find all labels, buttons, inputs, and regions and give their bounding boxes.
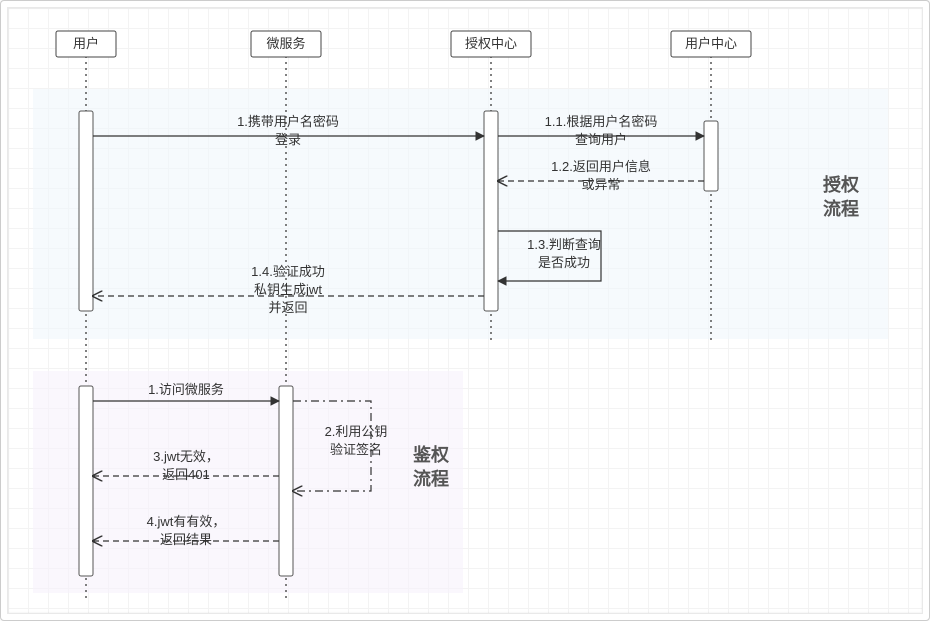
region-authz-title-1: 鉴权 [412, 444, 450, 465]
actor-service-label: 微服务 [266, 36, 305, 51]
region-auth-title-1: 授权 [823, 174, 860, 195]
svg-text:4.jwt有有效，: 4.jwt有有效， [147, 514, 226, 529]
activation-user-2 [79, 386, 93, 576]
actor-userc-label: 用户中心 [685, 36, 737, 51]
activation-authc-1 [484, 111, 498, 311]
actor-service: 微服务 [251, 31, 321, 57]
actor-user-label: 用户 [73, 36, 99, 51]
actor-userc: 用户中心 [671, 31, 751, 57]
activation-user-1 [79, 111, 93, 311]
svg-text:1.4.验证成功: 1.4.验证成功 [251, 264, 325, 279]
region-auth-title-2: 流程 [823, 198, 859, 219]
actor-user: 用户 [56, 31, 116, 57]
svg-text:1.1.根据用户名密码: 1.1.根据用户名密码 [545, 114, 658, 129]
svg-text:返回401: 返回401 [162, 467, 210, 482]
svg-text:1.携带用户名密码: 1.携带用户名密码 [237, 114, 339, 129]
svg-text:2.利用公钥: 2.利用公钥 [325, 424, 388, 439]
svg-text:是否成功: 是否成功 [538, 255, 590, 270]
svg-text:返回结果: 返回结果 [160, 532, 212, 547]
svg-text:1.2.返回用户信息: 1.2.返回用户信息 [551, 159, 651, 174]
activation-userc-1 [704, 121, 718, 191]
region-authz [33, 371, 463, 593]
svg-text:验证签名: 验证签名 [330, 442, 382, 457]
sequence-diagram: 用户 微服务 授权中心 用户中心 1.携带用户名密码 登录 1.1.根据用户名密 [1, 1, 930, 621]
svg-text:或异常: 或异常 [581, 177, 620, 192]
svg-text:查询用户: 查询用户 [575, 132, 627, 147]
svg-text:1.3.判断查询: 1.3.判断查询 [527, 237, 601, 252]
region-authz-title-2: 流程 [413, 468, 449, 489]
svg-text:3.jwt无效，: 3.jwt无效， [153, 449, 219, 464]
actor-authc: 授权中心 [451, 31, 531, 57]
svg-text:并返回: 并返回 [268, 300, 307, 315]
diagram-canvas: 用户 微服务 授权中心 用户中心 1.携带用户名密码 登录 1.1.根据用户名密 [0, 0, 930, 621]
svg-text:登录: 登录 [275, 132, 301, 147]
activation-service-2 [279, 386, 293, 576]
svg-text:私钥生成jwt: 私钥生成jwt [254, 282, 322, 297]
actor-authc-label: 授权中心 [465, 36, 517, 51]
svg-text:1.访问微服务: 1.访问微服务 [148, 382, 224, 397]
region-auth [33, 89, 888, 339]
